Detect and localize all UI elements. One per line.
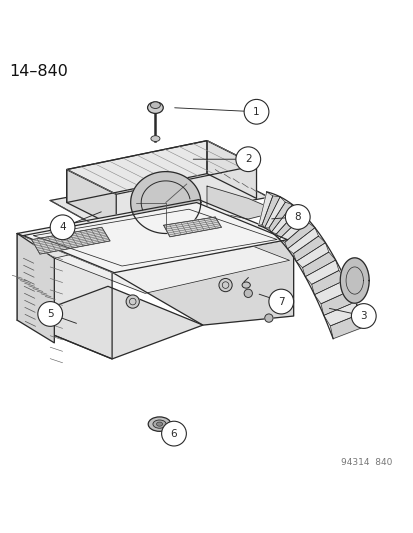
Text: 4: 4 — [59, 222, 66, 232]
Polygon shape — [131, 172, 200, 233]
Circle shape — [235, 147, 260, 172]
Polygon shape — [302, 252, 335, 277]
Polygon shape — [278, 215, 307, 243]
Polygon shape — [311, 271, 345, 295]
Ellipse shape — [152, 420, 166, 428]
Text: 14–840: 14–840 — [9, 64, 68, 79]
Text: 6: 6 — [170, 429, 177, 439]
Text: 5: 5 — [47, 309, 53, 319]
Polygon shape — [17, 200, 293, 272]
Polygon shape — [163, 217, 221, 237]
Polygon shape — [264, 197, 285, 228]
Polygon shape — [296, 243, 328, 268]
Polygon shape — [17, 233, 54, 343]
Polygon shape — [66, 141, 206, 203]
Polygon shape — [258, 192, 272, 225]
Polygon shape — [320, 292, 355, 316]
Text: 2: 2 — [244, 154, 251, 164]
Circle shape — [244, 99, 268, 124]
Text: 7: 7 — [277, 296, 284, 306]
Polygon shape — [54, 225, 289, 293]
Polygon shape — [261, 196, 280, 228]
Polygon shape — [66, 169, 116, 227]
Polygon shape — [17, 233, 112, 359]
Polygon shape — [17, 286, 202, 359]
Circle shape — [268, 289, 293, 314]
Polygon shape — [66, 141, 256, 195]
Polygon shape — [206, 141, 256, 198]
Text: 1: 1 — [253, 107, 259, 117]
Circle shape — [285, 205, 309, 229]
Circle shape — [264, 314, 272, 322]
Polygon shape — [268, 202, 292, 232]
Text: 8: 8 — [294, 212, 300, 222]
Polygon shape — [206, 186, 264, 219]
Polygon shape — [23, 203, 287, 273]
Circle shape — [126, 295, 139, 308]
Polygon shape — [271, 205, 296, 234]
Text: 94314  840: 94314 840 — [340, 458, 392, 466]
Circle shape — [38, 302, 62, 326]
Circle shape — [244, 289, 252, 297]
Ellipse shape — [150, 102, 160, 109]
Ellipse shape — [150, 136, 159, 141]
Polygon shape — [304, 260, 338, 285]
Polygon shape — [293, 236, 325, 261]
Polygon shape — [339, 258, 368, 303]
Polygon shape — [276, 211, 303, 239]
Polygon shape — [287, 228, 318, 254]
Circle shape — [161, 421, 186, 446]
Ellipse shape — [147, 102, 163, 114]
Circle shape — [50, 215, 75, 240]
Ellipse shape — [242, 282, 250, 288]
Text: 3: 3 — [360, 311, 366, 321]
Ellipse shape — [148, 417, 171, 431]
Polygon shape — [330, 314, 365, 338]
Polygon shape — [284, 222, 314, 249]
Polygon shape — [31, 227, 110, 254]
Polygon shape — [323, 302, 358, 326]
Polygon shape — [112, 238, 293, 325]
Ellipse shape — [156, 422, 162, 426]
Circle shape — [351, 304, 375, 328]
Polygon shape — [314, 280, 348, 304]
Polygon shape — [50, 169, 268, 228]
Circle shape — [218, 278, 232, 292]
